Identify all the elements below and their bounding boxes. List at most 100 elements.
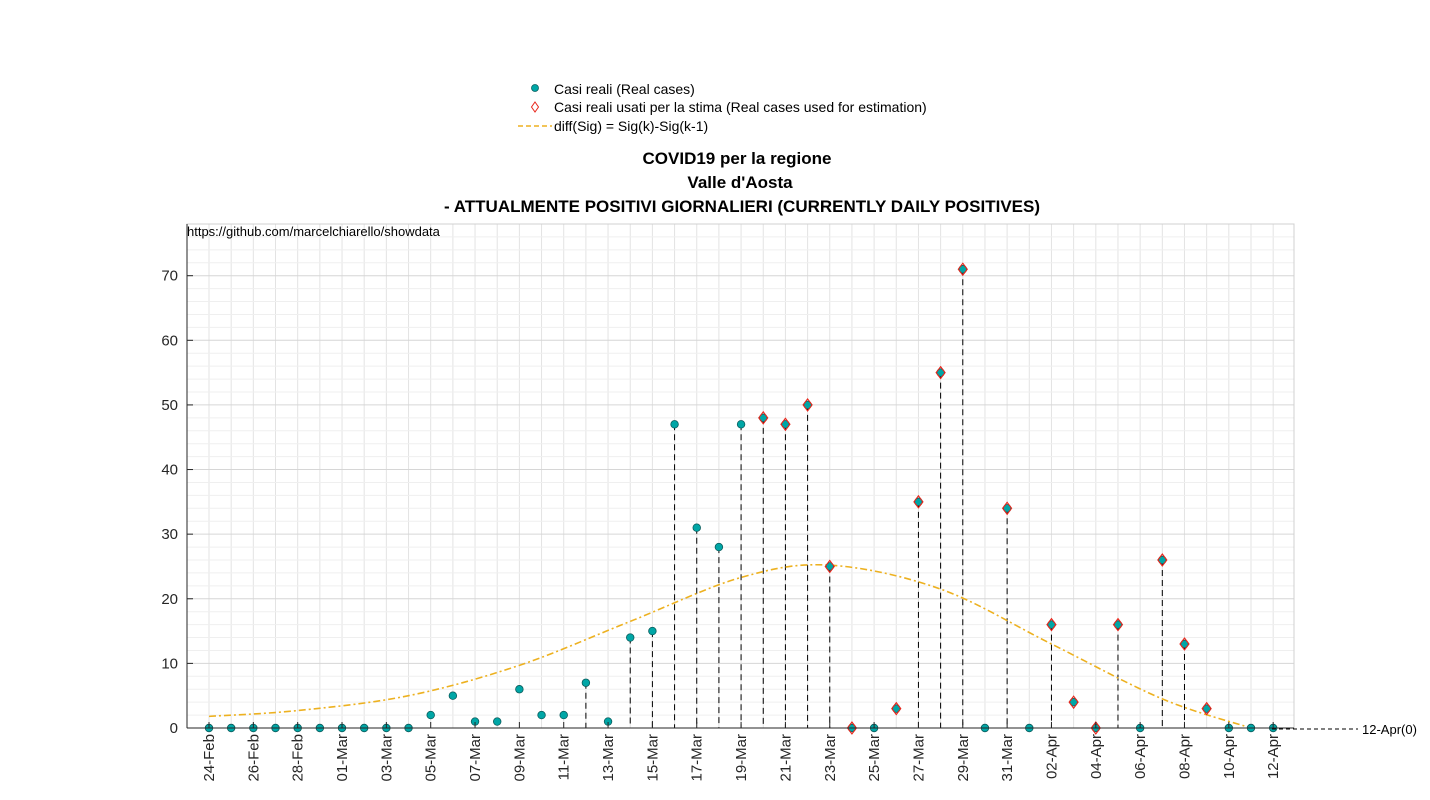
real-case-point	[1158, 555, 1167, 565]
x-tick-label: 02-Apr	[1043, 734, 1060, 779]
real-case-point	[626, 633, 635, 642]
real-case-point	[559, 710, 568, 720]
grid	[187, 223, 1294, 729]
real-case-point	[781, 420, 790, 429]
legend-label: Casi reali usati per la stima (Real case…	[554, 99, 927, 115]
x-tick-labels: 24-Feb 26-Feb 28-Feb 01-Mar 03-Mar 05-Mar 07-M…	[201, 734, 1282, 782]
y-tick-label: 70	[161, 268, 178, 285]
real-case-point	[448, 691, 458, 700]
y-tick-labels: 0 10 20 30 40 50 60 70	[161, 268, 178, 737]
real-case-point	[1180, 639, 1189, 649]
x-tick-label: 09-Mar	[511, 734, 528, 782]
real-case-point	[936, 368, 945, 377]
x-tick-label: 15-Mar	[644, 734, 661, 782]
chart-title: COVID19 per la regione Valle d'Aosta - A…	[444, 149, 1040, 216]
real-case-point	[736, 420, 746, 429]
real-case-point	[1002, 504, 1012, 513]
real-case-point	[1202, 704, 1211, 713]
real-case-point	[493, 717, 502, 726]
real-case-point	[1113, 620, 1123, 629]
estimation-case-point	[1046, 617, 1057, 632]
end-label: 12-Apr(0)	[1362, 722, 1417, 737]
fit-curve	[208, 563, 1252, 729]
x-tick-label: 12-Apr	[1265, 734, 1282, 779]
real-case-point	[515, 685, 524, 694]
estimation-case-point	[1157, 553, 1168, 567]
x-tick-label: 11-Mar	[556, 734, 573, 780]
real-case-point	[759, 413, 768, 423]
title-line-2: Valle d'Aosta	[687, 173, 793, 192]
estimation-case-point	[846, 721, 858, 735]
real-case-point	[537, 710, 546, 720]
estimation-case-point	[935, 365, 946, 380]
x-tick-label: 19-Mar	[733, 734, 750, 782]
real-case-point	[803, 400, 812, 410]
real-case-point	[1069, 697, 1078, 707]
plot-area	[186, 223, 1295, 729]
axes	[186, 224, 1294, 729]
data-markers	[204, 262, 1278, 735]
x-tick-label: 13-Mar	[600, 734, 617, 782]
real-case-point	[670, 420, 679, 429]
legend-label: Casi reali (Real cases)	[554, 81, 695, 97]
estimation-case-point	[780, 417, 791, 432]
real-case-point	[914, 497, 923, 507]
diff-sig-curve	[208, 563, 1252, 729]
legend-label: diff(Sig) = Sig(k)-Sig(k-1)	[554, 118, 708, 134]
source-annotation: https://github.com/marcelchiarello/showd…	[187, 224, 441, 239]
y-tick-label: 60	[161, 332, 178, 349]
x-tick-label: 23-Mar	[822, 734, 839, 782]
real-case-point	[426, 710, 435, 720]
x-tick-label: 27-Mar	[910, 734, 927, 782]
legend-diamond-icon	[530, 101, 540, 113]
x-tick-label: 05-Mar	[423, 734, 440, 782]
estimation-case-point	[1201, 701, 1212, 716]
x-tick-label: 21-Mar	[777, 734, 794, 782]
estimation-case-point	[758, 410, 769, 425]
x-tick-label: 07-Mar	[467, 734, 484, 782]
x-tick-label: 03-Mar	[378, 734, 395, 782]
real-case-point	[581, 678, 591, 687]
real-case-point	[648, 626, 657, 636]
estimation-case-point	[913, 494, 924, 509]
x-tick-label: 24-Feb	[201, 734, 218, 782]
real-case-point	[714, 542, 724, 552]
x-tick-label: 28-Feb	[290, 734, 307, 782]
x-tick-label: 06-Apr	[1132, 734, 1149, 779]
y-tick-label: 40	[161, 462, 178, 479]
end-annotation: 12-Apr(0)	[1272, 722, 1417, 737]
x-tick-label: 25-Mar	[866, 734, 883, 782]
legend-circle-icon	[531, 84, 539, 92]
title-line-3: - ATTUALMENTE POSITIVI GIORNALIERI (CURR…	[444, 197, 1040, 216]
real-case-point	[1047, 620, 1056, 629]
x-tick-label: 08-Apr	[1176, 734, 1193, 779]
title-line-1: COVID19 per la regione	[643, 149, 832, 168]
real-case-point	[692, 523, 701, 532]
x-tick-label: 29-Mar	[955, 734, 972, 782]
real-case-point	[892, 704, 901, 713]
legend-entry-estimation-cases: Casi reali usati per la stima (Real case…	[530, 99, 927, 115]
y-tick-label: 20	[161, 591, 178, 608]
y-tick-label: 0	[170, 720, 178, 737]
real-case-point	[825, 562, 834, 571]
estimation-case-point	[1090, 721, 1101, 735]
estimation-case-point	[1112, 617, 1124, 632]
x-tick-label: 01-Mar	[334, 734, 351, 782]
estimation-case-point	[1001, 501, 1013, 516]
stems	[585, 269, 1185, 728]
x-tick-label: 04-Apr	[1088, 734, 1105, 779]
real-case-point	[958, 265, 967, 274]
x-tick-label: 17-Mar	[689, 734, 706, 782]
estimation-case-point	[824, 559, 835, 574]
x-tick-label: 10-Apr	[1221, 734, 1238, 779]
estimation-case-point	[1068, 695, 1079, 710]
legend-entry-real-cases: Casi reali (Real cases)	[531, 81, 695, 97]
legend-entry-diff-sig: diff(Sig) = Sig(k)-Sig(k-1)	[518, 118, 708, 134]
estimation-case-point	[957, 262, 968, 277]
y-tick-label: 10	[161, 655, 178, 672]
estimation-case-point	[891, 701, 902, 716]
estimation-case-point	[1179, 637, 1190, 651]
x-tick-label: 31-Mar	[999, 734, 1016, 782]
y-tick-label: 50	[161, 397, 178, 414]
